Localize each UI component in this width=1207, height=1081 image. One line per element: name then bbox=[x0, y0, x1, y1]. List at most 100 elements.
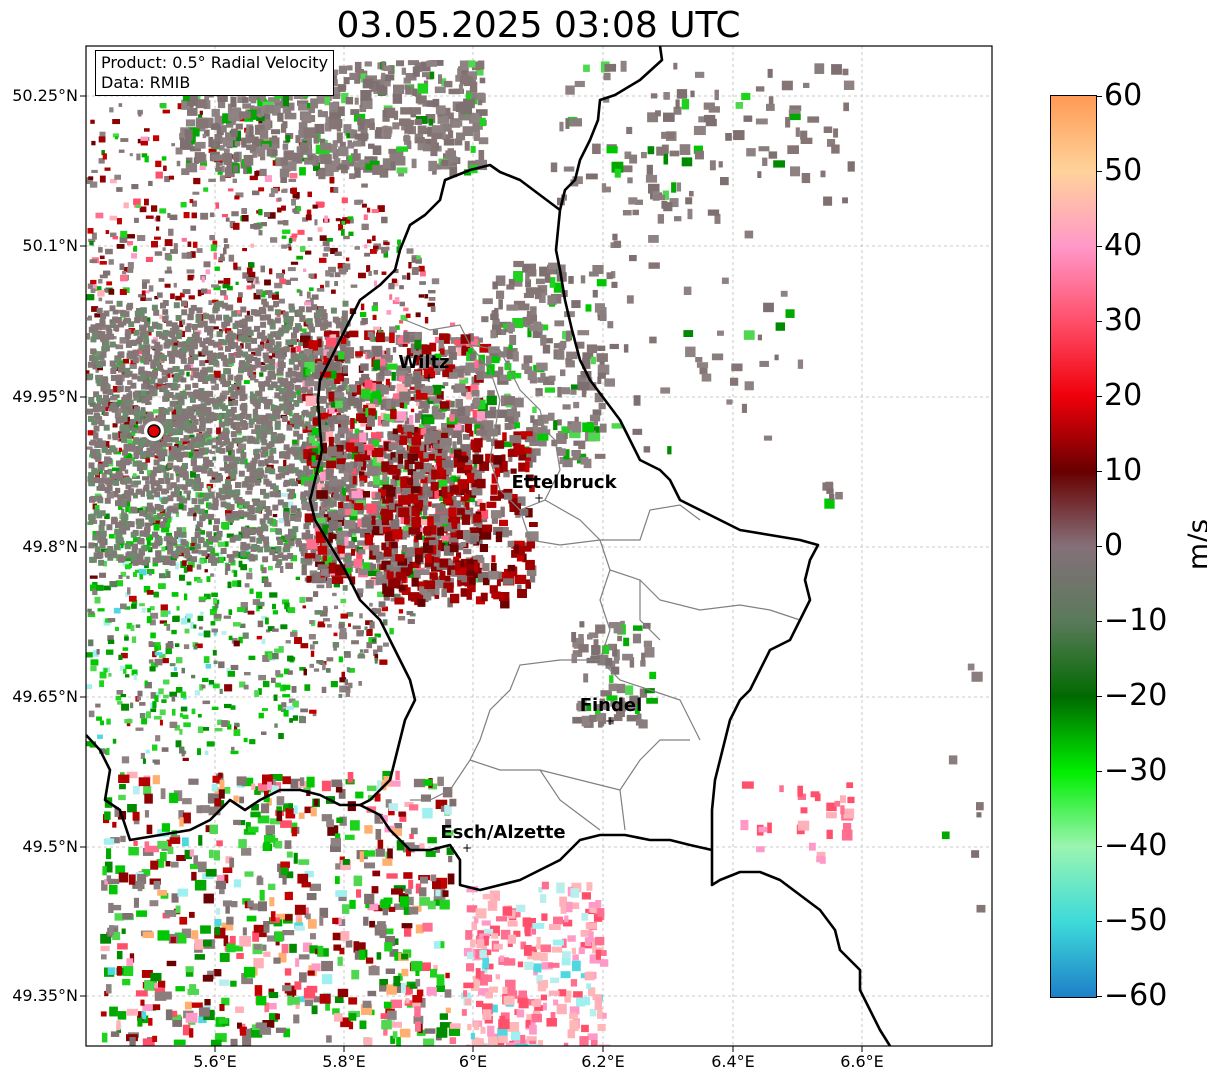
radar-pixel bbox=[133, 452, 140, 458]
radar-pixel bbox=[110, 368, 117, 375]
radar-pixel bbox=[125, 484, 132, 490]
radar-pixel bbox=[211, 476, 218, 481]
radar-pixel bbox=[275, 563, 281, 569]
radar-pixel bbox=[343, 331, 350, 339]
radar-pixel bbox=[245, 490, 253, 495]
radar-pixel bbox=[216, 427, 221, 435]
radar-pixel bbox=[217, 159, 224, 163]
radar-pixel bbox=[167, 462, 174, 469]
radar-pixel bbox=[192, 382, 199, 388]
radar-pixel bbox=[277, 197, 282, 202]
radar-pixel bbox=[152, 520, 161, 526]
radar-pixel bbox=[112, 119, 120, 125]
radar-pixel bbox=[88, 472, 95, 479]
radar-pixel bbox=[133, 246, 138, 252]
radar-pixel bbox=[155, 550, 162, 557]
radar-pixel bbox=[279, 278, 286, 285]
radar-pixel bbox=[106, 524, 113, 531]
radar-pixel bbox=[231, 468, 238, 475]
radar-pixel bbox=[104, 470, 108, 475]
radar-pixel bbox=[246, 572, 253, 580]
radar-pixel bbox=[234, 310, 241, 314]
radar-pixel bbox=[244, 462, 252, 469]
radar-pixel bbox=[343, 235, 350, 240]
radar-pixel bbox=[103, 270, 111, 276]
radar-pixel bbox=[176, 160, 181, 167]
radar-pixel bbox=[180, 531, 187, 538]
radar-pixel bbox=[216, 414, 223, 421]
radar-pixel bbox=[383, 241, 390, 246]
radar-pixel bbox=[126, 622, 133, 629]
radar-pixel bbox=[228, 516, 234, 523]
radar-pixel bbox=[305, 214, 312, 221]
radar-pixel bbox=[248, 348, 256, 352]
radar-pixel bbox=[124, 543, 131, 550]
radar-pixel bbox=[110, 375, 117, 381]
radar-pixel bbox=[247, 435, 254, 442]
radar-pixel bbox=[139, 471, 144, 475]
radar-pixel bbox=[283, 346, 290, 353]
radar-pixel bbox=[258, 187, 265, 192]
radar-pixel bbox=[364, 252, 371, 257]
radar-pixel bbox=[152, 417, 159, 424]
radar-pixel bbox=[290, 370, 297, 377]
radar-pixel bbox=[319, 235, 327, 241]
radar-pixel bbox=[254, 391, 263, 397]
radar-pixel bbox=[150, 470, 157, 477]
radar-pixel bbox=[276, 273, 284, 279]
radar-pixel bbox=[103, 561, 107, 567]
radar-pixel bbox=[391, 385, 396, 389]
radar-pixel bbox=[131, 373, 138, 380]
radar-pixel bbox=[342, 300, 349, 307]
radar-pixel bbox=[191, 536, 198, 543]
radar-pixel bbox=[332, 642, 340, 648]
radar-pixel bbox=[242, 331, 249, 338]
radar-pixel bbox=[366, 642, 373, 649]
radar-pixel bbox=[182, 289, 191, 294]
radar-pixel bbox=[102, 446, 108, 453]
radar-pixel bbox=[171, 143, 176, 147]
radar-pixel bbox=[118, 499, 125, 506]
radar-pixel bbox=[164, 382, 173, 388]
radar-pixel bbox=[281, 416, 288, 422]
radar-pixel bbox=[90, 119, 95, 124]
radar-pixel bbox=[386, 310, 392, 315]
radar-pixel bbox=[173, 282, 177, 288]
radar-pixel bbox=[202, 378, 209, 384]
radar-pixel bbox=[284, 668, 290, 675]
radar-pixel bbox=[198, 441, 205, 448]
radar-pixel bbox=[238, 636, 243, 644]
radar-pixel bbox=[285, 562, 293, 569]
radar-pixel bbox=[99, 572, 106, 578]
radar-pixel bbox=[276, 368, 283, 375]
radar-pixel bbox=[213, 616, 222, 622]
radar-pixel bbox=[451, 385, 458, 390]
radar-pixel bbox=[235, 482, 241, 488]
radar-pixel bbox=[175, 442, 181, 446]
radar-pixel bbox=[219, 688, 223, 694]
radar-pixel bbox=[149, 666, 156, 672]
radar-pixel bbox=[282, 501, 289, 508]
radar-pixel bbox=[162, 395, 169, 402]
radar-pixel bbox=[312, 204, 318, 209]
radar-pixel bbox=[274, 423, 281, 430]
radar-pixel bbox=[120, 138, 129, 142]
radar-pixel bbox=[351, 640, 359, 645]
radar-pixel bbox=[150, 345, 157, 350]
radar-pixel bbox=[259, 314, 266, 321]
radar-pixel bbox=[133, 394, 140, 401]
radar-pixel bbox=[266, 420, 273, 427]
radar-pixel bbox=[112, 133, 120, 138]
radar-pixel bbox=[90, 288, 96, 293]
radar-pixel bbox=[90, 279, 97, 285]
radar-pixel bbox=[96, 398, 103, 405]
radar-pixel bbox=[164, 520, 171, 528]
radar-pixel bbox=[343, 377, 350, 384]
radar-pixel bbox=[86, 684, 93, 690]
radar-pixel bbox=[198, 407, 205, 414]
radar-pixel bbox=[254, 690, 260, 697]
radar-pixel bbox=[288, 540, 295, 547]
radar-pixel bbox=[127, 262, 134, 269]
radar-pixel bbox=[270, 381, 277, 388]
